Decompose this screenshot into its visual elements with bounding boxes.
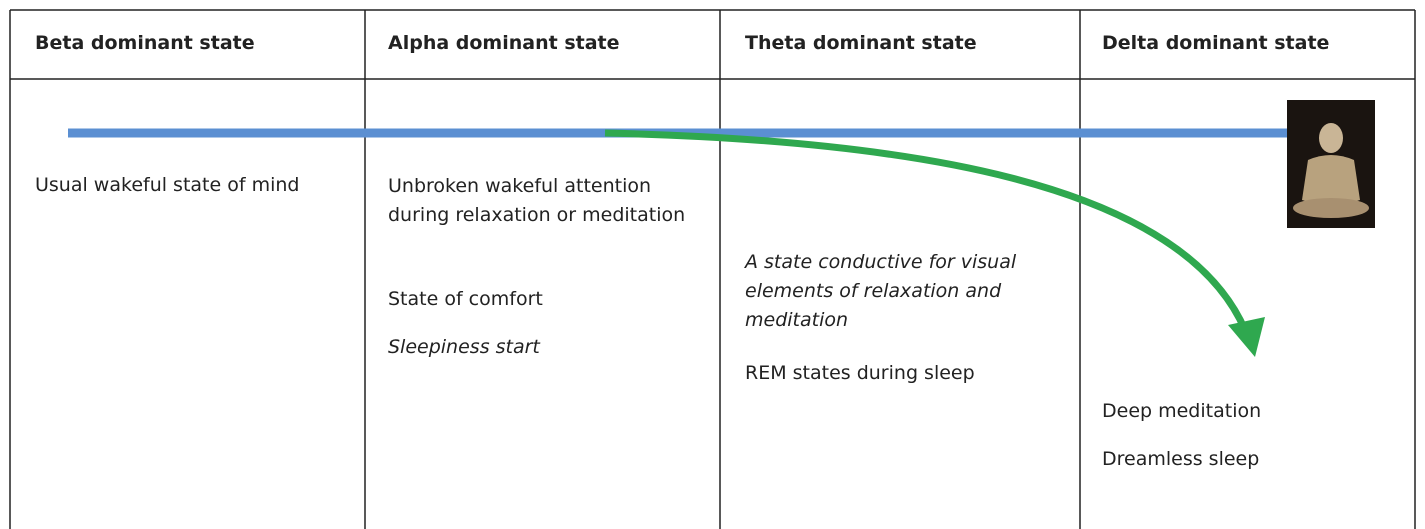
cell-text: Unbroken wakeful attention during relaxa… [388,175,686,226]
cell-text: Dreamless sleep [1102,448,1260,470]
header: Theta dominant state [745,32,977,54]
header: Beta dominant state [35,32,255,54]
cell-text: Sleepiness start [388,336,540,358]
cell-text: A state conductive for visual elements o… [745,251,1017,331]
cell-text: Deep meditation [1102,400,1262,422]
table-borders [9,9,1416,529]
header: Delta dominant state [1102,32,1330,54]
header: Alpha dominant state [388,32,620,54]
green-arrow-line [604,129,1249,332]
cell-text: REM states during sleep [745,362,975,384]
cell-text: State of comfort [388,288,543,310]
buddha-image [1287,100,1375,228]
cell-text: Usual wakeful state of mind [35,174,300,196]
green-arrowhead [1228,317,1265,357]
